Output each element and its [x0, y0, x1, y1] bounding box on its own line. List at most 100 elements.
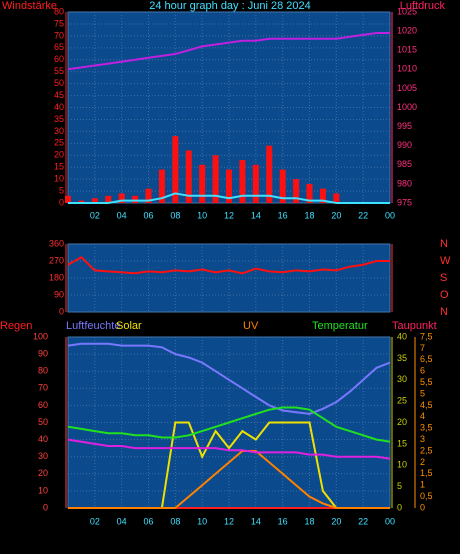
- y3-tick-label: 6,5: [420, 354, 433, 364]
- x-tick-label: 20: [331, 210, 341, 220]
- y-tick-label: 70: [38, 383, 48, 393]
- y3-tick-label: 7,5: [420, 331, 433, 341]
- y3-tick-label: 7: [420, 343, 425, 353]
- y2-tick-label: 1005: [397, 83, 417, 93]
- y2-tick-label: 5: [397, 481, 402, 491]
- bar: [279, 169, 286, 203]
- bar: [91, 198, 98, 203]
- y2-tick-label: 980: [397, 178, 412, 188]
- x-tick-label: 22: [358, 210, 368, 220]
- y-tick-label: 50: [54, 78, 64, 88]
- x-tick-label: 16: [278, 210, 288, 220]
- x-tick-label: 08: [170, 516, 180, 526]
- y-tick-label: 40: [54, 102, 64, 112]
- bar: [319, 188, 326, 203]
- y2-tick-label: 1025: [397, 6, 417, 16]
- y3-tick-label: 5: [420, 388, 425, 398]
- bar: [266, 145, 273, 203]
- y-tick-label: 15: [54, 162, 64, 172]
- bar: [105, 195, 112, 203]
- y-tick-label: 20: [38, 468, 48, 478]
- bar: [212, 155, 219, 203]
- series-line: [67, 255, 390, 275]
- y-tick-label: 45: [54, 90, 64, 100]
- y-tick-label: 30: [54, 126, 64, 136]
- y2-tick-label: W: [440, 255, 451, 267]
- bar: [185, 150, 192, 203]
- y-tick-label: 70: [54, 30, 64, 40]
- bar: [172, 136, 179, 203]
- y2-tick-label: 25: [397, 396, 407, 406]
- series-line: [67, 32, 390, 71]
- x-tick-label: 20: [331, 516, 341, 526]
- y-tick-label: 0: [43, 502, 48, 512]
- legend-label: Solar: [116, 320, 142, 332]
- x-tick-label: 12: [224, 516, 234, 526]
- series-line: [67, 342, 391, 415]
- y2-tick-label: O: [440, 289, 449, 301]
- chart-title: 24 hour graph day : Juni 28 2024: [149, 0, 310, 12]
- legend-label: Luftfeuchte: [66, 320, 120, 332]
- legend-label: UV: [243, 320, 259, 332]
- y-tick-label: 75: [54, 18, 64, 28]
- y2-tick-label: 40: [397, 331, 407, 341]
- bar: [158, 169, 165, 203]
- x-tick-label: 10: [197, 210, 207, 220]
- x-tick-label: 04: [117, 516, 127, 526]
- series-line: [67, 438, 391, 460]
- y-tick-label: 30: [38, 451, 48, 461]
- x-tick-label: 02: [90, 210, 100, 220]
- y-tick-label: 80: [38, 366, 48, 376]
- y-tick-label: 50: [38, 417, 48, 427]
- y-tick-label: 90: [54, 289, 64, 299]
- legend-label: Luftdruck: [400, 0, 446, 12]
- legend-label: Taupunkt: [392, 320, 437, 332]
- series-line: [68, 192, 390, 204]
- legend-label: Temperatur: [312, 320, 368, 332]
- x-tick-label: 12: [224, 210, 234, 220]
- y-tick-label: 10: [38, 485, 48, 495]
- x-tick-label: 10: [197, 516, 207, 526]
- series-line: [68, 450, 390, 509]
- y2-tick-label: 10: [397, 460, 407, 470]
- y3-tick-label: 1,5: [420, 468, 433, 478]
- y3-tick-label: 0,5: [420, 491, 433, 501]
- y3-tick-label: 0: [420, 502, 425, 512]
- y-tick-label: 60: [54, 54, 64, 64]
- y3-tick-label: 4,5: [420, 400, 433, 410]
- y2-tick-label: 0: [397, 502, 402, 512]
- y-tick-label: 360: [49, 238, 64, 248]
- legend-label: Windstärke: [2, 0, 57, 12]
- y2-tick-label: 30: [397, 374, 407, 384]
- y-tick-label: 10: [54, 174, 64, 184]
- y2-tick-label: 990: [397, 140, 412, 150]
- y-tick-label: 35: [54, 114, 64, 124]
- y2-tick-label: 1020: [397, 25, 417, 35]
- legend-label: Regen: [0, 320, 32, 332]
- y3-tick-label: 1: [420, 480, 425, 490]
- bar: [145, 188, 152, 203]
- y-tick-label: 55: [54, 66, 64, 76]
- bar: [239, 160, 246, 203]
- y2-tick-label: 1015: [397, 45, 417, 55]
- y2-tick-label: N: [440, 306, 448, 318]
- x-tick-label: 06: [143, 516, 153, 526]
- x-tick-label: 00: [385, 516, 395, 526]
- y-tick-label: 80: [54, 6, 64, 16]
- x-tick-label: 00: [385, 210, 395, 220]
- y3-tick-label: 3,5: [420, 423, 433, 433]
- bar: [199, 164, 206, 203]
- y2-tick-label: 1010: [397, 64, 417, 74]
- y3-tick-label: 6: [420, 366, 425, 376]
- y2-tick-label: N: [440, 238, 448, 250]
- bar: [306, 183, 313, 203]
- y-tick-label: 180: [49, 272, 64, 282]
- y2-tick-label: 995: [397, 121, 412, 131]
- y-tick-label: 5: [59, 185, 64, 195]
- x-tick-label: 04: [117, 210, 127, 220]
- y-tick-label: 270: [49, 255, 64, 265]
- y2-tick-label: 975: [397, 197, 412, 207]
- x-tick-label: 14: [251, 210, 261, 220]
- bar: [118, 193, 125, 203]
